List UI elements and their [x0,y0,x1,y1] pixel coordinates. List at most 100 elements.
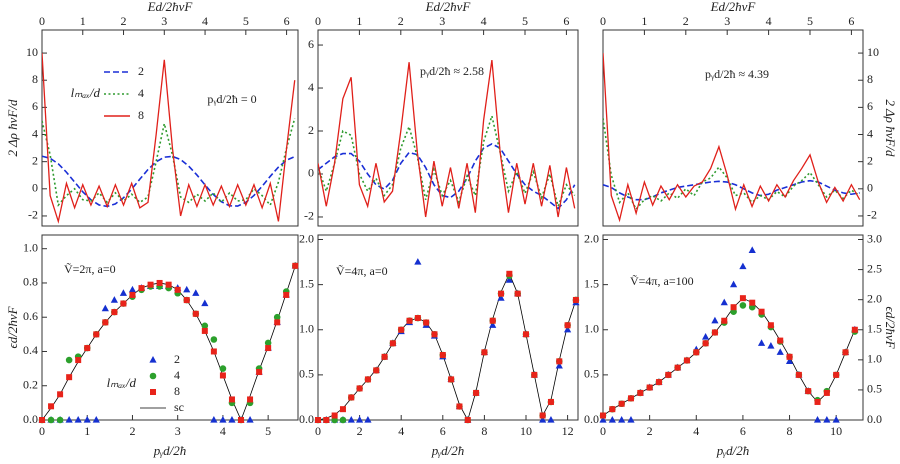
marker-square [219,372,226,379]
marker-triangle [555,361,563,369]
marker-square [572,296,579,303]
marker-square [228,396,235,403]
y-tick-label: 0.0 [299,412,314,426]
marker-square [339,406,346,413]
marker-triangle [92,416,100,423]
y-tick-label: 0.8 [23,275,38,289]
marker-square [456,403,463,410]
x-tick-label: 6 [563,14,569,28]
plot-frame [602,234,864,421]
x-tick-label: 4 [220,424,226,438]
marker-triangle [539,416,547,423]
marker-square [381,353,388,360]
marker-square [256,369,263,376]
marker-triangle [757,339,766,346]
y-tick-label: 2.0 [584,231,599,245]
marker-square [506,270,513,277]
marker-square [637,389,644,396]
x-tick-label: 5 [265,424,271,438]
y-axis-label: ϵd/2ħvF [883,306,898,349]
marker-triangle [110,296,118,303]
marker-triangle [497,294,505,301]
marker-triangle [347,416,355,423]
marker-square [389,340,396,347]
marker-square [730,304,737,311]
marker-square [84,345,91,352]
marker-square [833,371,840,378]
marker-square [192,310,199,317]
marker-triangle [101,304,109,312]
y-tick-label: 0.5 [584,367,599,381]
marker-triangle [618,416,626,423]
y-tick-label: 0.2 [23,377,38,391]
y-tick-label: 8 [867,72,873,86]
marker-square [795,371,802,378]
y-tick-label: 1.0 [299,322,314,336]
y-tick-label: 2.0 [299,231,314,245]
marker-square [609,406,616,413]
marker-square [156,279,163,286]
marker-square [292,262,299,269]
marker-triangle [74,416,82,423]
marker-square [851,326,858,333]
y-tick-label: 3.0 [867,231,882,245]
x-tick-label: 4 [693,424,699,438]
y-tick-label: 0 [308,166,314,180]
marker-square [749,299,756,306]
marker-triangle [599,416,607,423]
marker-circle [739,302,747,309]
marker-square [348,394,355,401]
marker-triangle [729,280,738,288]
y-tick-label: 2 [867,153,873,167]
marker-triangle [832,416,840,423]
y-tick-label: -2 [304,209,314,223]
y-tick-label: 0.0 [23,412,38,426]
legend-title: lₘₐₓ/d [107,375,137,390]
marker-square [323,417,330,423]
marker-triangle [627,416,635,423]
marker-square [721,317,728,324]
curve [318,60,576,218]
annotation: pᵧd/2ħ = 0 [207,92,256,106]
annotation: Ṽ=2π, a=0 [64,262,116,276]
y-tick-label: 2 [308,123,314,137]
x-axis-label: pᵧd/2ħ [431,443,465,458]
marker-square [814,398,821,405]
marker-triangle [364,416,372,423]
x-tick-label: 0 [315,14,321,28]
x-axis-label: Ed/2ħvF [710,0,757,14]
marker-square [111,309,118,316]
marker-triangle [823,416,831,423]
x-tick-label: 1 [356,14,362,28]
marker-triangle [83,416,91,423]
marker-triangle [65,416,73,423]
marker-triangle [246,416,254,423]
y-tick-label: 1.0 [584,322,599,336]
legend-label: 4 [174,368,180,382]
y-tick-label: 1.0 [23,240,38,254]
marker-triangle [356,416,364,423]
marker-square [564,322,571,329]
y-tick-label: 8 [32,72,38,86]
marker-square [373,367,380,374]
y-tick-label: 4 [867,126,873,140]
marker-square [431,331,438,338]
y-tick-label: 0.5 [867,382,882,396]
marker-circle [65,356,73,364]
plot-frame [317,234,579,421]
marker-triangle [192,289,200,296]
marker-triangle [201,299,209,307]
marker-square [165,281,172,288]
marker-square [805,388,812,395]
y-tick-label: 6 [308,37,314,51]
marker-square [618,400,625,407]
marker-square [423,319,430,326]
marker-triangle [813,416,822,423]
x-tick-label: 0 [39,424,45,438]
x-tick-label: 0 [315,424,321,438]
marker-square [210,348,217,355]
x-tick-label: 3 [175,424,181,438]
marker-square [183,297,190,304]
x-axis-label: pᵧd/2ħ [153,443,187,458]
